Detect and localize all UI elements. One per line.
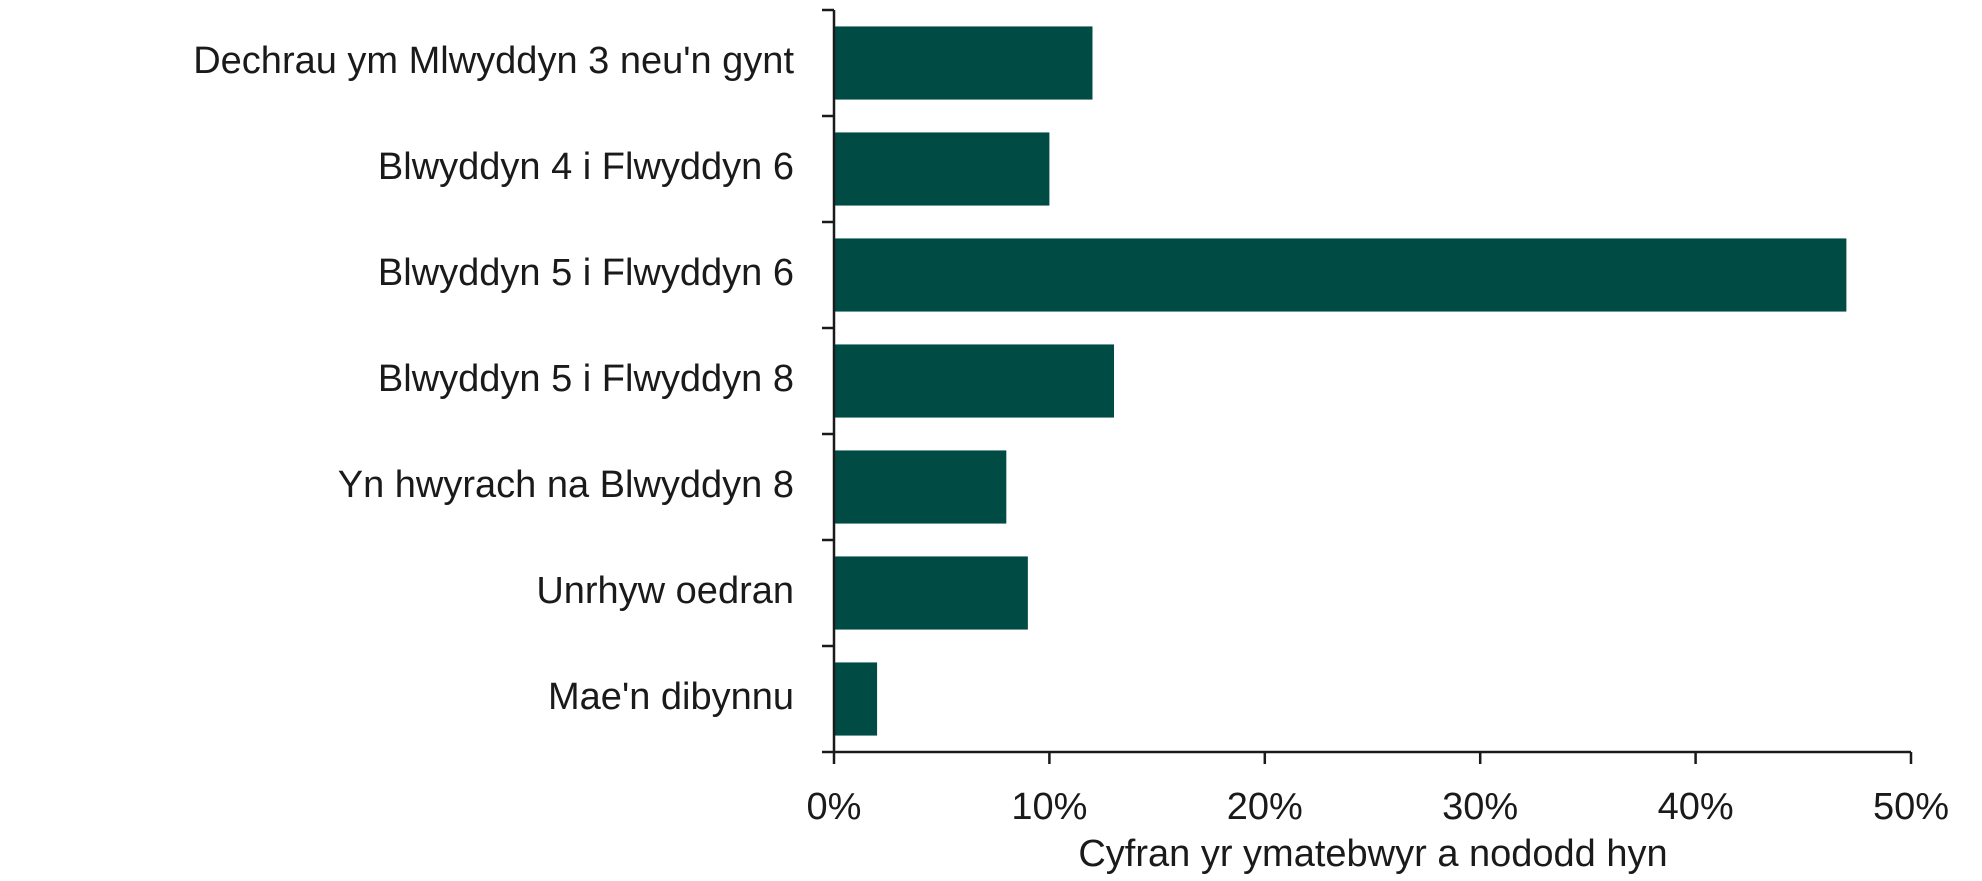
bar [834,132,1050,206]
y-tick-label: Yn hwyrach na Blwyddyn 8 [338,464,794,506]
bar [834,238,1847,312]
bar [834,450,1007,524]
bar [834,26,1093,100]
x-tick-label: 20% [1227,786,1303,828]
bar [834,556,1028,630]
x-tick-label: 50% [1873,786,1949,828]
y-tick-label: Mae'n dibynnu [548,676,794,718]
bar [834,344,1115,418]
y-tick-label: Blwyddyn 5 i Flwyddyn 8 [378,358,794,400]
y-tick-label: Dechrau ym Mlwyddyn 3 neu'n gynt [193,40,794,82]
y-tick-label: Blwyddyn 4 i Flwyddyn 6 [378,146,794,188]
x-tick-label: 10% [1011,786,1087,828]
x-tick-label: 30% [1442,786,1518,828]
x-tick-label: 0% [807,786,862,828]
bar [834,662,878,736]
x-axis-title: Cyfran yr ymatebwyr a nododd hyn [1078,833,1667,875]
y-tick-label: Unrhyw oedran [536,570,794,612]
x-tick-label: 40% [1658,786,1734,828]
y-tick-label: Blwyddyn 5 i Flwyddyn 6 [378,252,794,294]
